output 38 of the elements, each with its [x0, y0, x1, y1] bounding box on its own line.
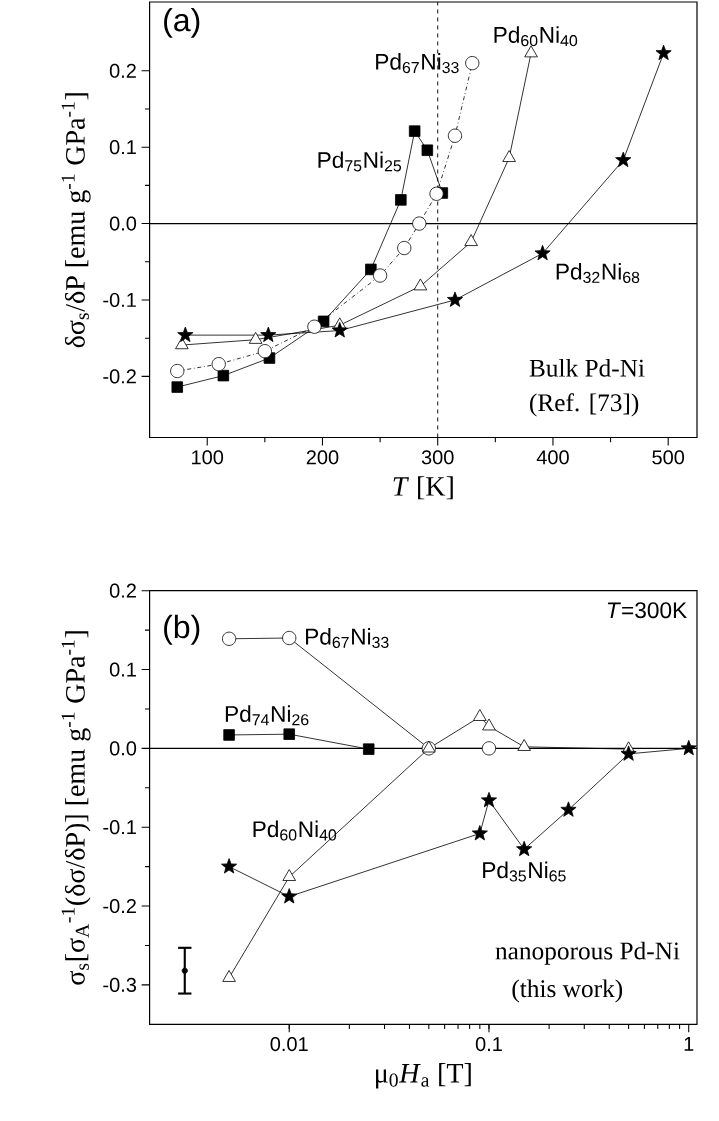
x-axis-title: T [K] [393, 476, 453, 500]
series-label: Pd$_{74}$Ni$_{26}$ [225, 705, 309, 726]
series-label: Pd$_{32}$Ni$_{68}$ [556, 262, 640, 283]
series-label: Pd$_{35}$Ni$_{65}$ [483, 861, 566, 882]
series-label: Pd$_{60}$Ni$_{40}$ [253, 820, 337, 841]
y-tick-label: -0.2 [103, 369, 136, 384]
x-tick-label: 300 [421, 450, 454, 465]
x-tick-label: 500 [652, 450, 685, 465]
series-label: Pd$_{60}$Ni$_{40}$ [494, 26, 578, 47]
x-tick-label: 100 [192, 450, 224, 465]
x-tick-label: 1 [684, 1037, 694, 1051]
series-label: Pd$_{67}$Ni$_{33}$ [376, 53, 459, 74]
y-tick-label: -0.3 [103, 977, 137, 992]
y-tick-label: 0.1 [109, 662, 136, 677]
annotation: (Ref. [73]) [530, 393, 639, 417]
annotation: T=300K [607, 602, 687, 619]
y-tick-label: -0.2 [103, 898, 136, 914]
x-tick-label: 400 [536, 450, 569, 465]
annotation: (a) [164, 7, 200, 38]
x-tick-label: 0.01 [270, 1037, 308, 1052]
y-tick-label: 0.1 [109, 140, 136, 155]
x-tick-label: 0.1 [475, 1037, 502, 1052]
annotation: nanoporous Pd-Ni [495, 941, 680, 965]
y-tick-label: 0.0 [109, 741, 137, 756]
text: σ$_{s}$[σ$_{A}$$^{-1}$(δσ/δP)] [emu g$^{-1}$ GPa$^{-1}$] [61, 631, 91, 985]
annotation: (b) [164, 614, 200, 645]
y-tick-label: 0.2 [109, 63, 136, 78]
annotation: (this work) [512, 979, 623, 1003]
series-label: Pd$_{75}$Ni$_{25}$ [318, 151, 402, 172]
x-axis-title: μ$_{0}$H$_{a}$ [T] [376, 1062, 471, 1089]
y-tick-label: -0.1 [103, 292, 136, 308]
y-tick-label: -0.1 [103, 820, 136, 835]
y-tick-label: 0.0 [109, 216, 137, 231]
y-axis-title: δσ$_{s}$/δP [emu g$^{-1}$ GPa$^{-1}$] [61, 93, 91, 348]
x-tick-label: 200 [306, 450, 339, 465]
series-label: Pd$_{67}$Ni$_{33}$ [306, 627, 389, 649]
y-tick-label: 0.2 [109, 583, 136, 598]
annotation: Bulk Pd-Ni [529, 358, 645, 377]
